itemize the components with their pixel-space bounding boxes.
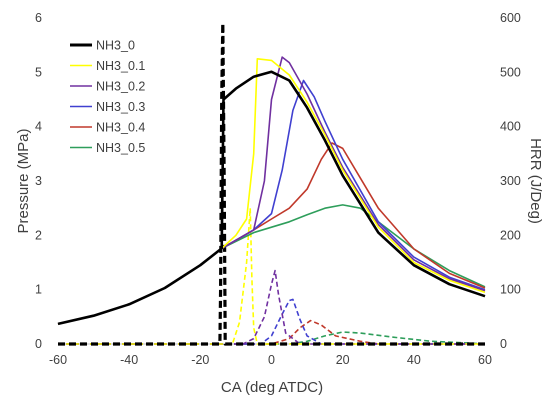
x-tick-label: -40: [120, 353, 138, 367]
legend: NH3_0 NH3_0.1 NH3_0.2 NH3_0.3 NH3_0.4 NH3_0.5: [70, 39, 145, 155]
x-tick-label: 20: [336, 353, 350, 367]
y-right-tick-label: 100: [500, 283, 521, 297]
x-tick-label: 60: [478, 353, 492, 367]
legend-label: NH3_0.1: [96, 59, 145, 73]
x-axis-title: CA (deg ATDC): [221, 379, 323, 396]
hrr-line-nh3-0: [58, 21, 485, 346]
y-right-tick-label: 600: [500, 11, 521, 25]
y-left-tick-label: 2: [35, 228, 42, 242]
legend-label: NH3_0.2: [96, 80, 145, 94]
y-right-tick-label: 0: [500, 337, 507, 351]
y-left-tick-label: 0: [35, 337, 42, 351]
y-left-tick-label: 4: [35, 120, 42, 134]
y-right-tick-label: 200: [500, 228, 521, 242]
legend-label: NH3_0.3: [96, 100, 145, 114]
axes: -60 -40 -20 0 20 40 60012345601002003004005006…: [35, 11, 521, 367]
x-tick-label: -60: [49, 353, 67, 367]
y-axis-left-title: Pressure (MPa): [15, 128, 32, 233]
legend-label: NH3_0: [96, 39, 135, 53]
hrr-line-nh3-0-3: [58, 298, 485, 345]
y-left-tick-label: 3: [35, 174, 42, 188]
legend-label: NH3_0.5: [96, 141, 145, 155]
y-left-tick-label: 5: [35, 65, 42, 79]
pressure-line-nh3-0: [57, 70, 486, 326]
legend-label: NH3_0.4: [96, 121, 145, 135]
y-left-tick-label: 6: [35, 11, 42, 25]
y-axis-right-title: HRR (J/Deg): [527, 138, 544, 224]
x-tick-label: 0: [268, 353, 275, 367]
x-tick-label: 40: [407, 353, 421, 367]
y-right-tick-label: 400: [500, 120, 521, 134]
y-right-tick-label: 300: [500, 174, 521, 188]
curves: [57, 21, 486, 346]
y-right-tick-label: 500: [500, 65, 521, 79]
hrr-line-nh3-0-1: [58, 207, 485, 345]
y-left-tick-label: 1: [35, 283, 42, 297]
x-tick-label: -20: [191, 353, 209, 367]
